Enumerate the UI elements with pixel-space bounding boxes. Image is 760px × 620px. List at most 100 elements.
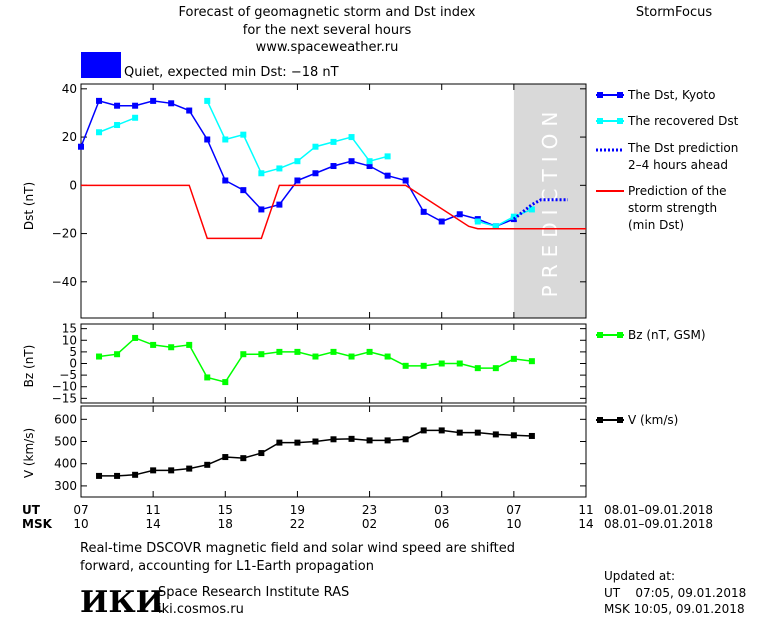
the-dst-kyoto-point [204, 136, 211, 143]
legend-recovered-label: The recovered Dst [627, 114, 739, 128]
prediction-label: PREDICTION [538, 105, 562, 298]
updated-label: Updated at: [604, 569, 675, 583]
dst-frame [80, 83, 587, 319]
msk-tick-label: 02 [362, 517, 377, 531]
the-dst-kyoto-point [420, 208, 427, 215]
ut-tick-label: 11 [578, 503, 593, 517]
the-recovered-dst-point [312, 143, 319, 150]
bz-nt-gsm-point [132, 334, 139, 341]
legend: The Dst, Kyoto The recovered Dst The Dst… [596, 88, 739, 427]
bz-nt-gsm-point [150, 341, 157, 348]
msk-row-label: MSK [22, 517, 53, 531]
the-dst-kyoto-point [168, 100, 175, 107]
the-recovered-dst-point [204, 97, 211, 104]
legend-storm-line: Prediction of the [628, 184, 727, 198]
bz-nt-gsm-point [96, 353, 103, 360]
the-recovered-dst-point [258, 170, 265, 177]
msk-tick-label: 22 [290, 517, 305, 531]
v-km-s-point [402, 436, 409, 443]
bz-ytick-label: 5 [69, 345, 77, 359]
legend-kyoto-label: The Dst, Kyoto [627, 88, 715, 102]
bz-nt-gsm-point [186, 341, 193, 348]
bz-nt-gsm-point [528, 358, 535, 365]
v-km-s-point [168, 467, 175, 474]
speed-ytick-label: 300 [54, 479, 77, 493]
brand-name: StormFocus [636, 5, 712, 20]
bz-ytick-label: −5 [59, 368, 77, 382]
v-km-s-point [150, 467, 157, 474]
legend-bz-marker [617, 332, 623, 338]
v-km-s-point [204, 461, 211, 468]
v-km-s-point [312, 438, 319, 445]
msk-tick-label: 10 [506, 517, 521, 531]
the-recovered-dst-point [366, 158, 373, 165]
status-text: Quiet, expected min Dst: −18 nT [124, 65, 339, 80]
institute-name: Space Research Institute RAS [158, 585, 349, 600]
dst-ytick-label: 20 [62, 130, 77, 144]
dst-ytick-label: −20 [52, 227, 77, 241]
v-km-s-point [258, 450, 265, 457]
the-recovered-dst-point [276, 165, 283, 172]
dst-ytick-label: −40 [52, 275, 77, 289]
legend-kyoto-marker [597, 92, 603, 98]
the-recovered-dst-point [114, 122, 121, 129]
bz-nt-gsm-point [168, 344, 175, 351]
ut-tick-label: 11 [146, 503, 161, 517]
the-dst-kyoto-point [294, 177, 301, 184]
legend-storm-line: storm strength [628, 201, 717, 215]
the-recovered-dst-point [510, 213, 517, 220]
msk-tick-label: 14 [578, 517, 593, 531]
shift-note-line-1: Real-time DSCOVR magnetic field and sola… [80, 541, 515, 556]
bz-nt-gsm-point [114, 351, 121, 358]
the-dst-kyoto-point [78, 143, 84, 150]
ut-row-label: UT [22, 503, 41, 517]
bz-ytick-label: 15 [62, 322, 77, 336]
ut-tick-label: 07 [506, 503, 521, 517]
the-recovered-dst-point [240, 131, 247, 138]
bz-ytick-label: 10 [62, 333, 77, 347]
shift-note-line-2: forward, accounting for L1-Earth propaga… [80, 559, 374, 574]
v-km-s-point [348, 435, 355, 442]
bz-ytick-label: −15 [52, 391, 77, 405]
the-dst-kyoto-point [456, 211, 463, 218]
bz-ytick-label: −10 [52, 380, 77, 394]
title-line-2: for the next several hours [243, 23, 412, 38]
the-dst-kyoto-point [366, 163, 373, 170]
the-recovered-dst-point [348, 134, 355, 141]
institute-url[interactable]: iki.cosmos.ru [158, 602, 244, 617]
legend-prediction-label: The Dst prediction 2–4 hours ahead [627, 141, 738, 172]
updated-msk: MSK 10:05, 09.01.2018 [604, 602, 745, 616]
dst-panel: PREDICTION −40 −20 0 20 40 [52, 82, 587, 319]
v-km-s-point [114, 472, 121, 479]
bz-frame [80, 323, 587, 404]
speed-ytick-label: 400 [54, 457, 77, 471]
legend-prediction-line: 2–4 hours ahead [628, 158, 728, 172]
legend-storm-line: (min Dst) [628, 218, 684, 232]
the-dst-kyoto-point [132, 102, 139, 109]
ut-tick-label: 07 [73, 503, 88, 517]
v-km-s-point [384, 437, 391, 444]
bz-nt-gsm-point [456, 360, 463, 367]
bz-nt-gsm-point [294, 348, 301, 355]
msk-tick-label: 10 [73, 517, 88, 531]
bz-nt-gsm-point [330, 348, 337, 355]
the-recovered-dst-point [474, 218, 481, 225]
the-dst-kyoto-point [150, 97, 157, 104]
legend-prediction-line: The Dst prediction [627, 141, 738, 155]
v-km-s-point [96, 472, 103, 479]
prediction-of-the-line [81, 184, 586, 240]
msk-tick-label: 06 [434, 517, 449, 531]
v-km-s-point [186, 465, 193, 472]
ut-tick-label: 19 [290, 503, 305, 517]
the-dst-kyoto-point [330, 163, 337, 170]
the-recovered-dst-point [96, 129, 103, 136]
the-recovered-dst-point [294, 158, 301, 165]
iki-logo: ИКИ [80, 585, 164, 620]
v-km-s-point [222, 454, 229, 461]
bz-nt-gsm-point [402, 362, 409, 369]
the-dst-kyoto-point [384, 172, 391, 179]
v-km-s-point [528, 432, 535, 439]
v-km-s-point [276, 439, 283, 446]
bz-nt-gsm-point [420, 362, 427, 369]
